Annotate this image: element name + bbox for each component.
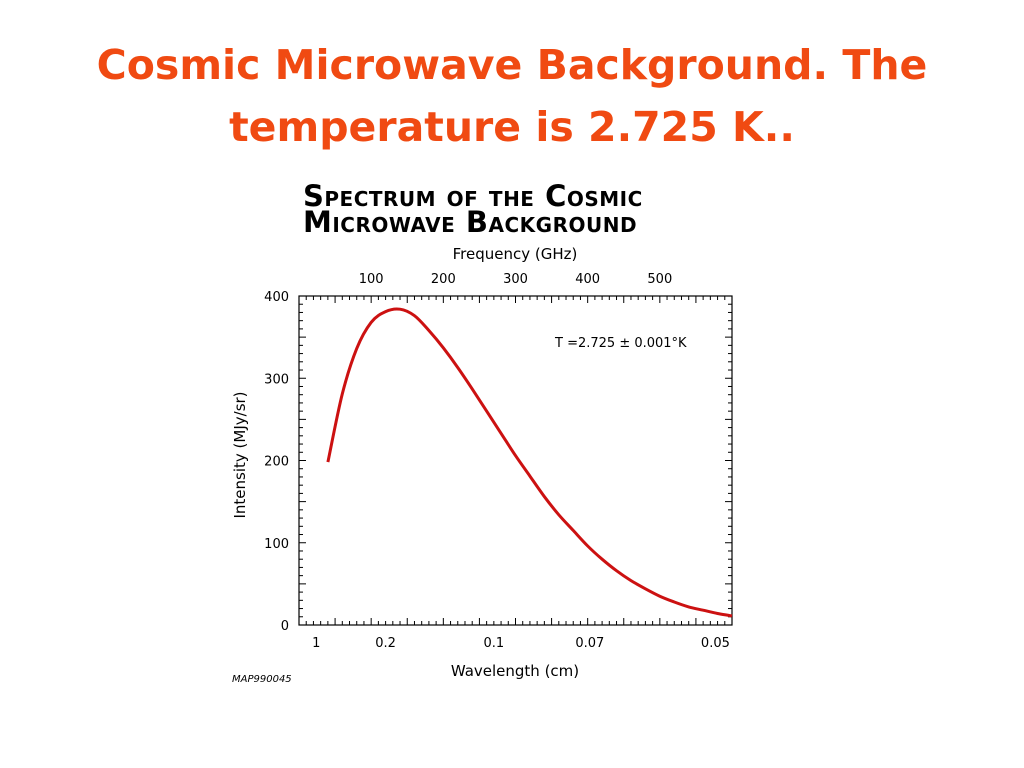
figure-code: MAP990045 [232,674,292,685]
bottom-tick-label: 0.05 [701,636,730,651]
top-axis-label: Frequency (GHz) [453,245,578,263]
temperature-annotation: T =2.725 ± 0.001°K [554,336,687,351]
bottom-tick-label: 1 [312,636,320,651]
top-tick-label: 400 [575,272,600,287]
bottom-tick-label: 0.1 [484,636,505,651]
plot-frame [298,295,733,626]
tick-marks [299,296,732,625]
top-tick-label: 200 [431,272,456,287]
y-tick-label: 200 [264,455,289,470]
y-tick-label: 300 [264,372,289,387]
y-tick-label: 400 [264,290,289,305]
bottom-axis-label: Wavelength (cm) [451,662,579,680]
top-tick-label: 500 [647,272,672,287]
y-tick-label: 0 [281,619,289,634]
bottom-tick-label: 0.2 [375,636,396,651]
figure-title-line1: Spectrum of the Cosmic [303,179,643,213]
y-axis-label: Intensity (MJy/sr) [231,391,249,518]
figure-title-line2: Microwave Background [303,205,638,239]
top-tick-label: 100 [359,272,384,287]
top-tick-label: 300 [503,272,528,287]
bottom-tick-label: 0.07 [575,636,604,651]
figure-title: Spectrum of the Cosmic Microwave Backgro… [303,179,643,239]
slide-title: Cosmic Microwave Background. The tempera… [96,41,928,151]
tick-labels: 0 100 200 300 400 100 200 300 400 500 1 0.2 0.1 0.07 0… [264,272,730,651]
spectrum-curve [326,307,733,618]
y-tick-label: 100 [264,537,289,552]
